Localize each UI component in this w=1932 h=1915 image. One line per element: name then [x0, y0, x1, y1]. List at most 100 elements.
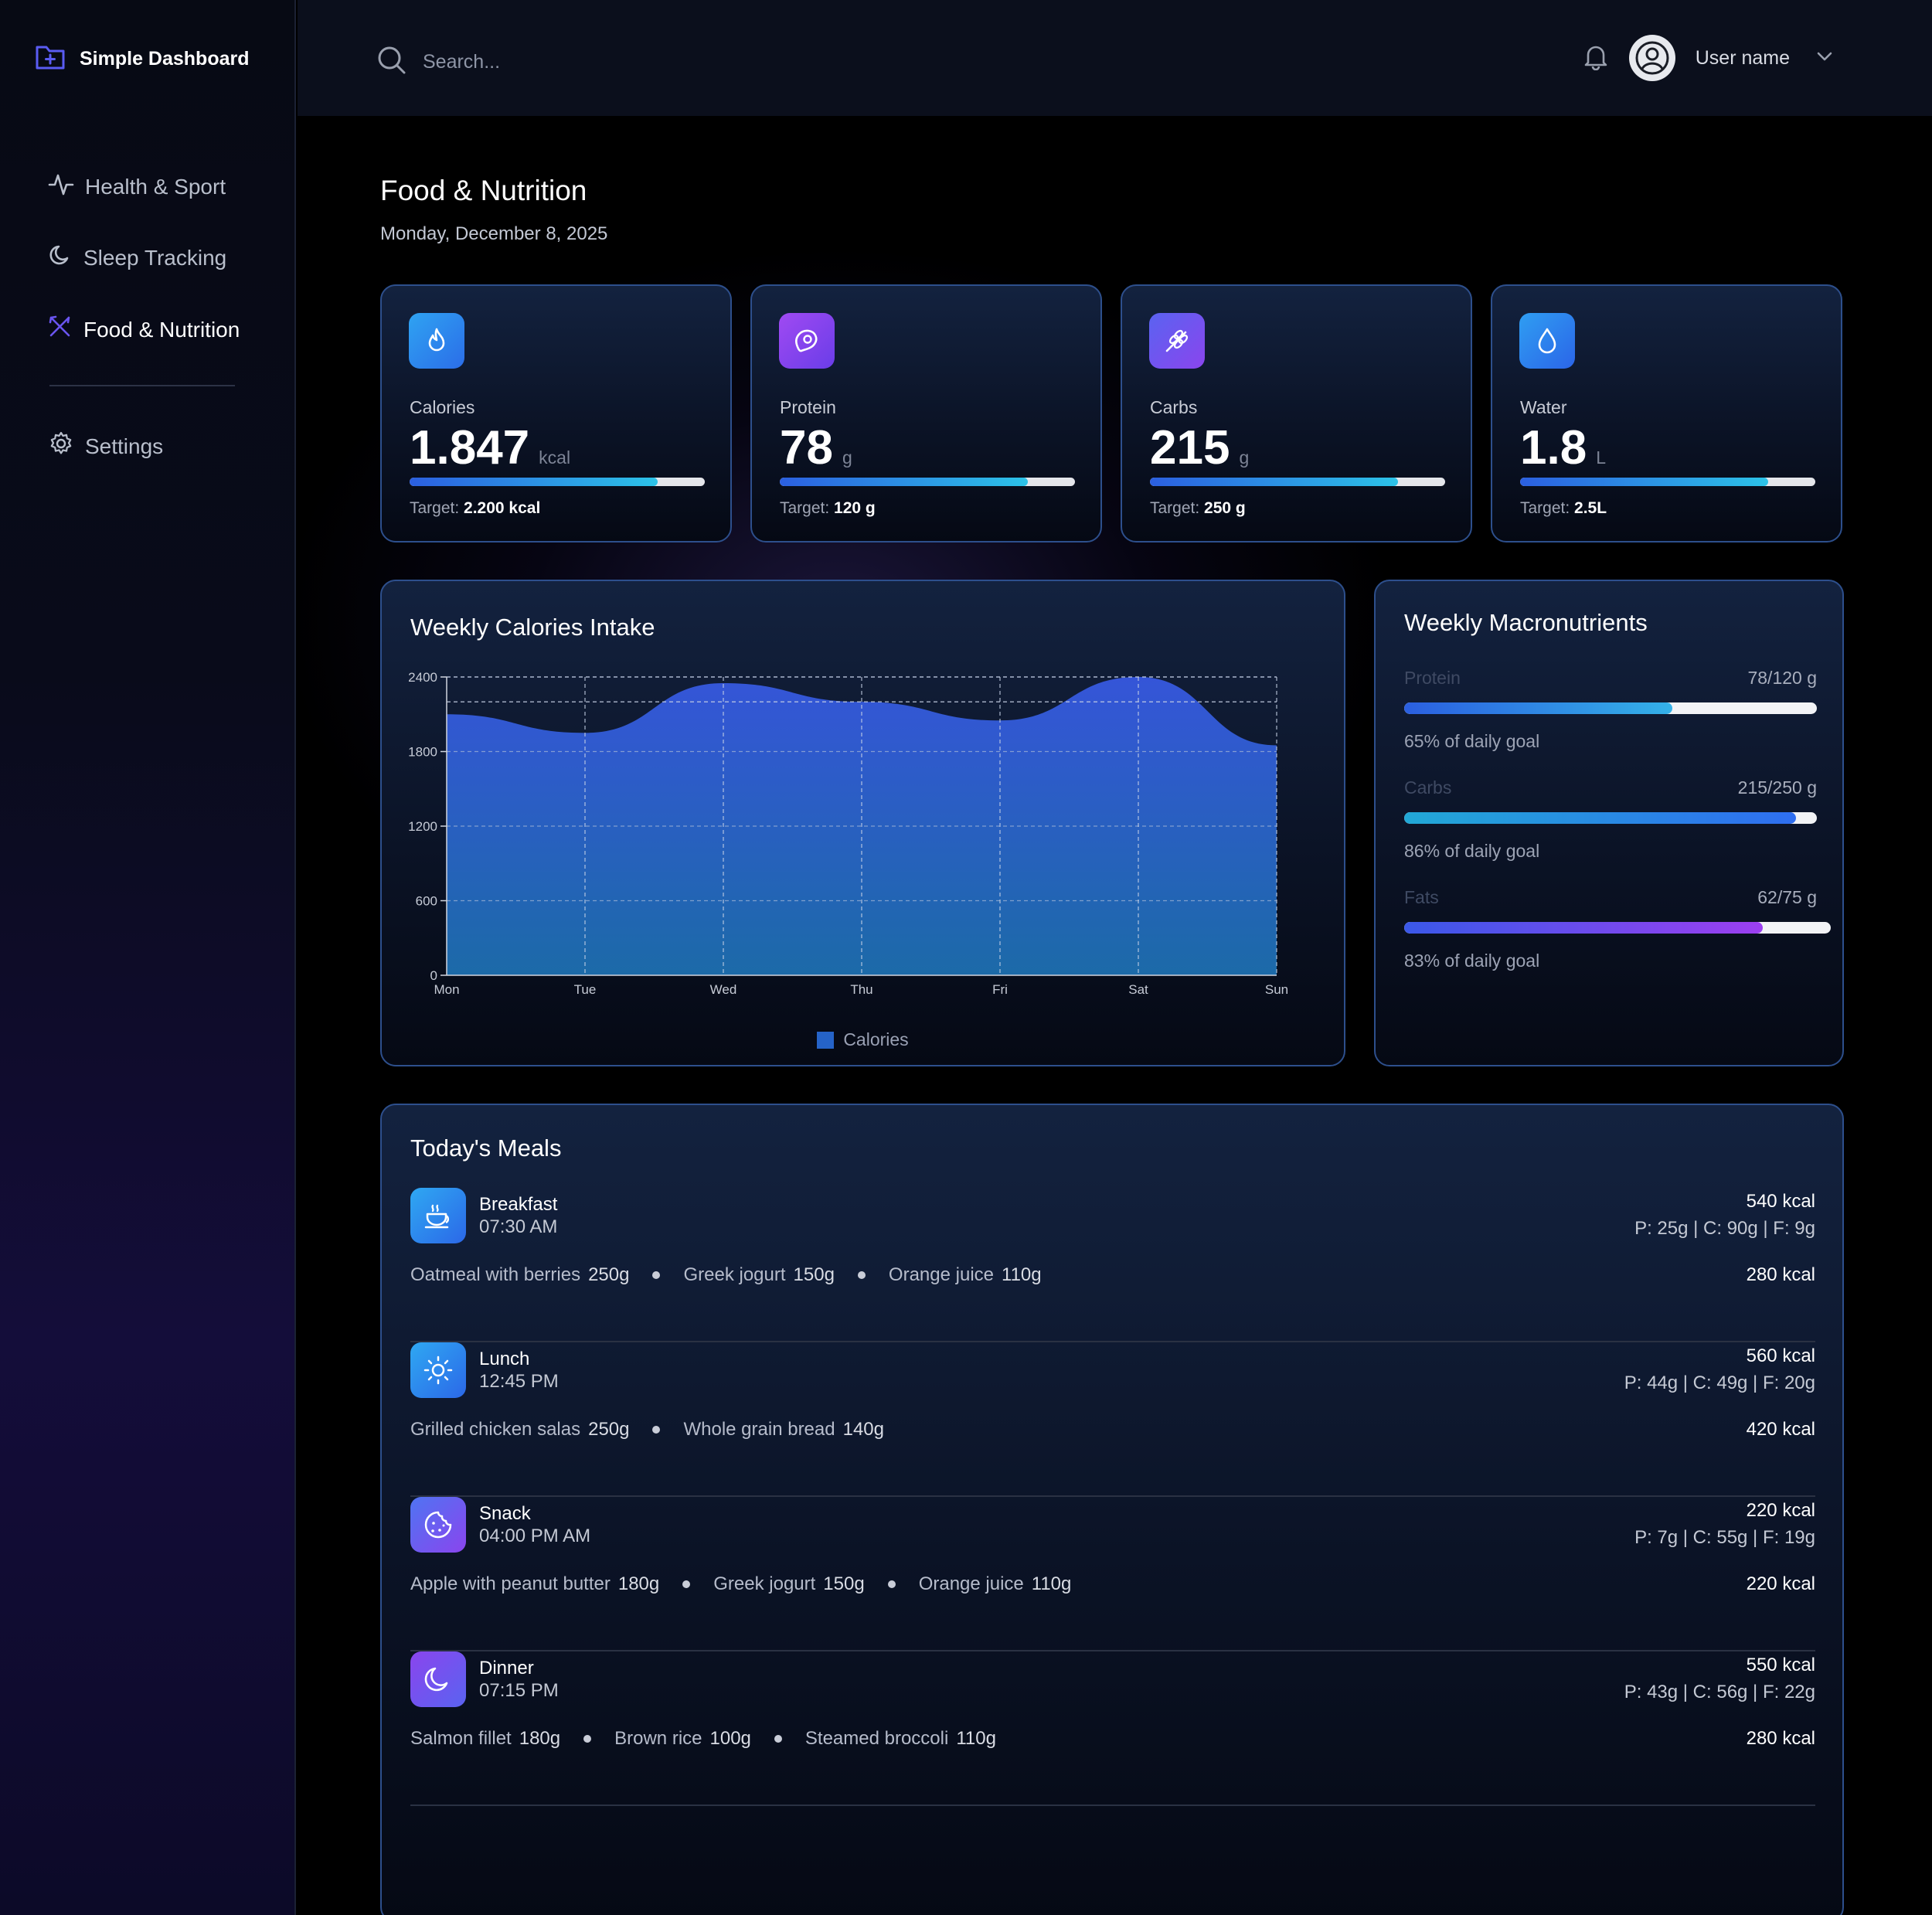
- meal-foods: Grilled chicken salas 250g Whole grain br…: [410, 1419, 884, 1441]
- app-title: Simple Dashboard: [80, 48, 250, 70]
- meal-macros: P: 25g | C: 90g | F: 9g: [1634, 1218, 1815, 1239]
- meal-foods: Salmon fillet 180g Brown rice 100g Steamed…: [410, 1728, 996, 1750]
- meal-macros: P: 43g | C: 56g | F: 22g: [1624, 1682, 1815, 1702]
- food-item: Greek jogurt 150g: [683, 1264, 835, 1285]
- macro-value: 62/75 g: [1757, 887, 1817, 907]
- meat-icon: [779, 313, 835, 369]
- y-tick-label: 600: [416, 894, 437, 909]
- stat-value: 215 g: [1150, 420, 1249, 475]
- food-item: Steamed broccoli 110g: [804, 1728, 996, 1749]
- x-tick-label: Wed: [710, 982, 737, 997]
- sidebar-item-label: Food & Nutrition: [83, 317, 240, 342]
- meal-time: 07:30 AM: [479, 1216, 558, 1237]
- macro-value: 78/120 g: [1747, 668, 1817, 688]
- stat-progress-bar: [1150, 478, 1445, 486]
- food-item: Apple with peanut butter 180g: [410, 1573, 660, 1594]
- stat-card-protein: Protein 78 g Target: 120 g: [750, 284, 1102, 543]
- macro-value: 215/250 g: [1737, 777, 1817, 798]
- food-item: Orange juice 110g: [888, 1264, 1042, 1285]
- meal-kcal: 220 kcal: [1746, 1500, 1815, 1521]
- meal-breakfast[interactable]: Breakfast 07:30 AM 540 kcal P: 25g | C: …: [410, 1188, 1815, 1342]
- meal-name: Snack: [479, 1503, 531, 1524]
- stat-value: 1.847 kcal: [410, 420, 570, 475]
- macro-progress-bar: [1404, 812, 1817, 824]
- x-tick-label: Tue: [574, 982, 597, 997]
- meal-sub-kcal: 420 kcal: [1746, 1419, 1815, 1440]
- stat-progress-bar: [780, 478, 1075, 486]
- stat-label: Carbs: [1150, 397, 1198, 417]
- meal-lunch[interactable]: Lunch 12:45 PM 560 kcal P: 44g | C: 49g …: [410, 1342, 1815, 1497]
- gear-icon: [48, 430, 74, 462]
- stat-target: Target: 120 g: [780, 499, 876, 517]
- search-box[interactable]: [376, 45, 732, 80]
- macro-row-carbs: Carbs 215/250 g 86% of daily goal: [1404, 777, 1817, 862]
- meals-title: Today's Meals: [410, 1134, 562, 1162]
- moon-icon: [410, 1651, 466, 1707]
- macro-note: 86% of daily goal: [1404, 841, 1540, 861]
- user-menu[interactable]: User name: [1583, 35, 1833, 81]
- sidebar: Simple Dashboard Health & Sport Sleep Tr…: [0, 0, 296, 1915]
- legend-swatch: [817, 1031, 835, 1049]
- stat-label: Protein: [780, 397, 836, 417]
- meal-sub-kcal: 220 kcal: [1746, 1573, 1815, 1594]
- cookie-icon: [410, 1497, 466, 1553]
- meal-name: Lunch: [479, 1349, 530, 1369]
- stat-progress-bar: [410, 478, 705, 486]
- bell-icon[interactable]: [1583, 43, 1609, 74]
- search-icon: [376, 45, 407, 80]
- x-tick-label: Fri: [992, 982, 1008, 997]
- x-tick-label: Thu: [850, 982, 872, 997]
- search-input[interactable]: [423, 51, 732, 73]
- macro-progress-bar: [1404, 702, 1817, 714]
- folder-plus-icon: [35, 43, 66, 75]
- food-item: Whole grain bread 140g: [683, 1419, 884, 1440]
- macro-progress-bar: [1404, 922, 1831, 934]
- brand[interactable]: Simple Dashboard: [35, 43, 250, 75]
- meal-macros: P: 44g | C: 49g | F: 20g: [1624, 1372, 1815, 1393]
- macro-progress-fill: [1404, 702, 1673, 714]
- meal-kcal: 540 kcal: [1746, 1191, 1815, 1212]
- stat-unit: g: [1239, 447, 1250, 468]
- x-tick-label: Mon: [434, 982, 459, 997]
- food-item: Brown rice 100g: [614, 1728, 751, 1749]
- macro-progress-fill: [1404, 922, 1763, 934]
- stat-label: Calories: [410, 397, 475, 417]
- sidebar-item-health-sport[interactable]: Health & Sport: [48, 171, 226, 202]
- meal-foods: Oatmeal with berries 250g Greek jogurt 150…: [410, 1264, 1042, 1286]
- food-item: Oatmeal with berries 250g: [410, 1264, 630, 1285]
- y-tick-label: 2400: [408, 670, 437, 685]
- stat-target: Target: 2.5L: [1520, 499, 1607, 517]
- meal-dinner[interactable]: Dinner 07:15 PM 550 kcal P: 43g | C: 56g…: [410, 1651, 1815, 1806]
- sidebar-divider: [49, 385, 235, 386]
- separator-dot: [583, 1735, 592, 1743]
- food-item: Greek jogurt 150g: [713, 1573, 865, 1594]
- stat-progress-fill: [1150, 478, 1398, 486]
- y-tick-label: 0: [430, 968, 437, 983]
- coffee-cup-icon: [410, 1188, 466, 1243]
- x-tick-label: Sun: [1265, 982, 1288, 997]
- separator-dot: [652, 1426, 661, 1434]
- macro-row-protein: Protein 78/120 g 65% of daily goal: [1404, 668, 1817, 752]
- chart-title: Weekly Calories Intake: [410, 614, 655, 641]
- macro-progress-fill: [1404, 812, 1797, 824]
- sidebar-item-settings[interactable]: Settings: [48, 430, 163, 462]
- y-tick-label: 1800: [408, 745, 437, 760]
- stat-progress-bar: [1520, 478, 1815, 486]
- chevron-down-icon[interactable]: [1816, 51, 1833, 66]
- stat-value: 78 g: [780, 420, 852, 475]
- weekly-calories-chart: 0 600 1200 1800 2400 Mon Tue Wed Thu Fri Sat Sun: [408, 670, 1288, 997]
- separator-dot: [887, 1580, 896, 1588]
- stat-target: Target: 2.200 kcal: [410, 499, 541, 517]
- avatar[interactable]: [1628, 35, 1675, 81]
- sidebar-item-food-nutrition[interactable]: Food & Nutrition: [48, 315, 240, 345]
- stat-label: Water: [1520, 397, 1567, 417]
- meal-snack[interactable]: Snack 04:00 PM AM 220 kcal P: 7g | C: 55…: [410, 1497, 1815, 1651]
- stat-number: 1.847: [410, 421, 530, 474]
- flame-icon: [409, 313, 464, 369]
- stat-card-water: Water 1.8 L Target: 2.5L: [1491, 284, 1842, 543]
- wheat-icon: [1149, 313, 1205, 369]
- sidebar-item-sleep-tracking[interactable]: Sleep Tracking: [48, 243, 226, 273]
- macros-title: Weekly Macronutrients: [1404, 609, 1648, 636]
- stat-card-calories: Calories 1.847 kcal Target: 2.200 kcal: [380, 284, 732, 543]
- meal-time: 12:45 PM: [479, 1371, 559, 1392]
